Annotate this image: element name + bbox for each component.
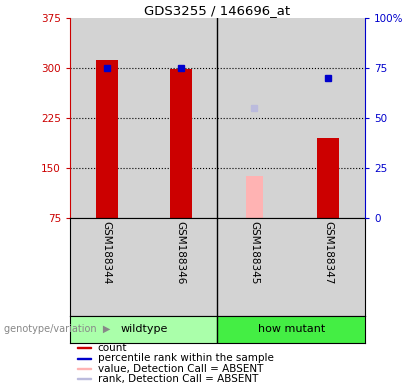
Bar	[77, 368, 91, 369]
Text: percentile rank within the sample: percentile rank within the sample	[97, 353, 273, 363]
Bar	[291, 18, 365, 218]
Text: GSM188344: GSM188344	[102, 221, 112, 284]
Bar	[70, 18, 144, 218]
Bar	[144, 18, 218, 218]
Bar	[170, 70, 192, 218]
Text: GSM188346: GSM188346	[176, 221, 186, 284]
Text: GSM188347: GSM188347	[323, 221, 333, 284]
Bar	[317, 138, 339, 218]
Text: how mutant: how mutant	[257, 324, 325, 334]
Bar	[246, 176, 262, 218]
Text: wildtype: wildtype	[120, 324, 168, 334]
Text: GSM188345: GSM188345	[249, 221, 260, 284]
Bar	[70, 316, 218, 343]
Text: value, Detection Call = ABSENT: value, Detection Call = ABSENT	[97, 364, 263, 374]
Text: count: count	[97, 343, 127, 353]
Bar	[218, 18, 291, 218]
Bar	[77, 378, 91, 379]
Text: rank, Detection Call = ABSENT: rank, Detection Call = ABSENT	[97, 374, 258, 384]
Text: genotype/variation  ▶: genotype/variation ▶	[4, 324, 110, 334]
Bar	[218, 316, 365, 343]
Title: GDS3255 / 146696_at: GDS3255 / 146696_at	[144, 4, 291, 17]
Bar	[96, 60, 118, 218]
Bar	[77, 358, 91, 359]
